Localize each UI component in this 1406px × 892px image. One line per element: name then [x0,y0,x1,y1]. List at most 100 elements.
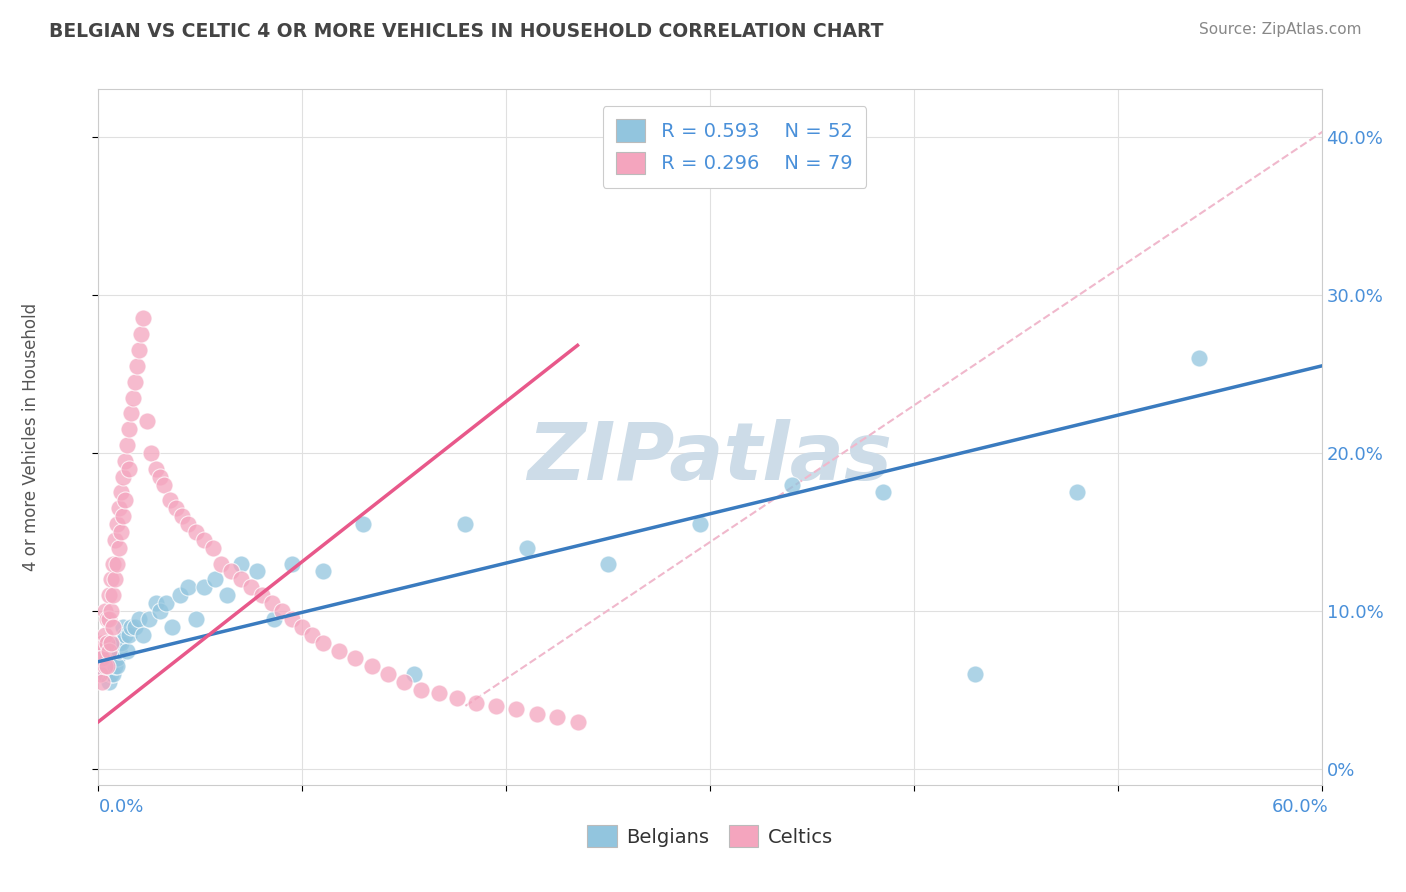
Point [120,620,142,634]
Point [104,635,127,649]
Point [201,541,224,555]
Point [124,375,146,389]
Point [193,533,215,547]
Point [114,628,136,642]
Point [526,706,548,721]
Point [186,612,208,626]
Point [281,612,304,626]
Point [110,635,132,649]
Point [250,588,273,602]
Point [104,573,127,587]
Point [446,690,468,705]
Point [215,588,238,602]
Point [159,493,181,508]
Point [409,683,432,698]
Point [231,557,253,571]
Point [177,580,200,594]
Point [377,667,399,681]
Point [93,659,115,673]
Point [872,485,894,500]
Point [169,588,191,602]
Point [149,469,172,483]
Point [105,651,128,665]
Point [111,620,134,634]
Point [96,612,118,626]
Point [115,438,138,452]
Text: 60.0%: 60.0% [1272,798,1329,816]
Point [118,422,141,436]
Point [132,311,155,326]
Point [100,573,122,587]
Point [91,635,114,649]
Point [177,516,200,531]
Point [118,628,141,642]
Point [100,667,122,681]
Point [114,454,136,468]
Point [1188,351,1211,365]
Point [124,620,146,634]
Point [291,620,314,634]
Text: 4 or more Vehicles in Household: 4 or more Vehicles in Household [22,303,41,571]
Point [231,573,253,587]
Point [454,516,477,531]
Point [128,612,150,626]
Point [93,643,115,657]
Point [240,580,263,594]
Point [93,667,115,681]
Legend: Belgians, Celtics: Belgians, Celtics [579,817,841,855]
Point [149,604,172,618]
Point [546,710,568,724]
Point [114,493,136,508]
Point [311,565,335,579]
Point [115,643,138,657]
Point [505,702,527,716]
Point [689,516,711,531]
Point [91,659,114,673]
Text: BELGIAN VS CELTIC 4 OR MORE VEHICLES IN HOUSEHOLD CORRELATION CHART: BELGIAN VS CELTIC 4 OR MORE VEHICLES IN … [49,22,884,41]
Point [246,565,269,579]
Point [219,565,242,579]
Point [91,651,114,665]
Point [111,469,134,483]
Point [464,696,486,710]
Point [186,524,208,539]
Point [101,667,124,681]
Text: 0.0%: 0.0% [98,798,143,816]
Point [260,596,283,610]
Text: ZIPatlas: ZIPatlas [527,419,893,497]
Point [128,343,150,357]
Point [122,391,145,405]
Point [328,643,350,657]
Point [96,651,118,665]
Point [270,604,292,618]
Point [89,667,111,681]
Point [118,461,141,475]
Point [91,675,114,690]
Point [96,635,118,649]
Point [120,406,142,420]
Point [105,516,128,531]
Point [141,446,163,460]
Point [108,541,131,555]
Point [105,557,128,571]
Point [101,620,124,634]
Point [101,643,124,657]
Point [93,628,115,642]
Point [965,667,987,681]
Point [485,698,508,713]
Point [515,541,537,555]
Point [360,659,382,673]
Point [392,675,416,690]
Point [110,524,132,539]
Point [193,580,215,594]
Point [100,635,122,649]
Point [138,612,160,626]
Point [96,659,118,673]
Point [352,516,374,531]
Point [404,667,426,681]
Point [427,686,450,700]
Point [101,588,124,602]
Point [105,659,128,673]
Point [263,612,285,626]
Point [1066,485,1088,500]
